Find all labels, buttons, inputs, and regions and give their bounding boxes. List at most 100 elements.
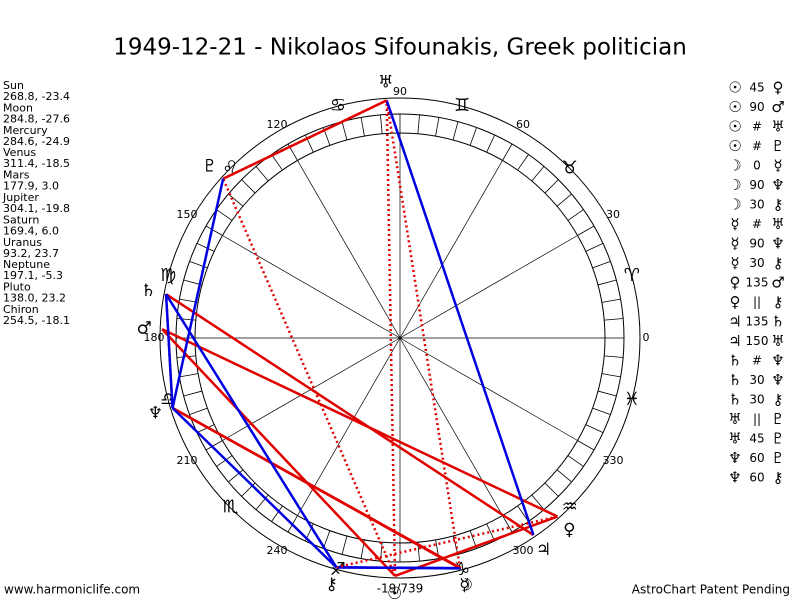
ring-tick — [597, 279, 617, 286]
planet-glyph: ♀ — [563, 520, 575, 540]
aspect-label: # — [752, 354, 762, 368]
degree-label: 30 — [606, 208, 620, 221]
ring-tick — [486, 523, 496, 542]
ring-tick — [585, 242, 604, 252]
ring-tick — [271, 505, 283, 522]
planet-glyph: ☉ — [387, 584, 402, 600]
ring-tick — [241, 179, 256, 194]
sign-glyph: ♒ — [562, 497, 578, 518]
aspect-label: || — [753, 412, 761, 426]
ring-tick — [531, 166, 545, 182]
sign-glyph: ♈ — [624, 265, 640, 286]
sign-glyph: ♉ — [562, 157, 578, 178]
ring-tick — [417, 114, 420, 134]
aspect-to: ♄ — [771, 313, 784, 331]
planet-name: Saturn — [3, 213, 39, 226]
sign-glyph: ♓ — [624, 389, 640, 410]
ring-tick — [517, 154, 529, 171]
ring-tick — [469, 127, 477, 146]
degree-label: 330 — [603, 454, 624, 467]
sign-glyph: ♊ — [454, 95, 470, 116]
aspect-line — [165, 293, 535, 537]
aspect-from: ☽ — [728, 157, 741, 175]
aspect-label: 135 — [746, 315, 769, 329]
ring-tick — [196, 242, 215, 252]
ring-tick — [176, 355, 196, 358]
ring-tick — [577, 440, 595, 451]
aspect-from: ♄ — [728, 371, 741, 389]
planet-glyph: ♃ — [536, 540, 551, 560]
ring-tick — [502, 515, 513, 533]
ring-tick — [360, 117, 365, 137]
planet-name: Venus — [3, 146, 36, 159]
ring-tick — [567, 209, 584, 221]
planet-coords: 93.2, 23.7 — [3, 247, 59, 260]
aspect-from: ☽ — [728, 196, 741, 214]
footer-right: AstroChart Patent Pending — [632, 583, 790, 597]
planet-glyph: ☿ — [459, 576, 469, 596]
ring-tick — [452, 121, 459, 141]
aspect-label: 0 — [753, 159, 761, 173]
planet-name: Neptune — [3, 258, 50, 271]
degree-label: 90 — [393, 85, 407, 98]
ring-tick — [196, 424, 215, 434]
ring-tick — [255, 494, 269, 510]
aspect-from: ☿ — [730, 215, 739, 233]
aspect-label: 135 — [746, 276, 769, 290]
ring-tick — [189, 407, 208, 415]
planet-coords: 197.1, -5.3 — [3, 269, 63, 282]
degree-label: 150 — [176, 208, 197, 221]
spoke — [399, 235, 578, 339]
planet-coords: 304.1, -19.8 — [3, 202, 70, 215]
aspect-from: ♀ — [730, 293, 741, 311]
aspect-to: ⚷ — [773, 254, 784, 272]
ring-tick — [544, 482, 559, 497]
ring-tick — [585, 424, 604, 434]
planet-name: Sun — [3, 79, 24, 92]
ring-tick — [592, 261, 611, 269]
ring-tick — [271, 154, 283, 171]
ring-tick — [486, 134, 496, 153]
planet-coords: 254.5, -18.1 — [3, 314, 70, 327]
aspect-line — [385, 99, 535, 536]
aspect-from: ☉ — [728, 79, 741, 97]
degree-label: 60 — [516, 118, 530, 131]
planet-name: Jupiter — [2, 191, 39, 204]
aspect-line — [171, 178, 225, 409]
ring-tick — [592, 407, 611, 415]
aspect-line — [171, 407, 338, 569]
ring-tick — [597, 390, 617, 397]
aspect-from: ♅ — [728, 410, 741, 428]
ring-tick — [205, 440, 223, 451]
degree-label: 120 — [267, 118, 288, 131]
planet-glyph: ⚷ — [325, 575, 337, 595]
degree-label: 210 — [176, 454, 197, 467]
planet-name: Chiron — [3, 303, 39, 316]
aspect-from: ♆ — [728, 449, 741, 467]
ring-tick — [435, 117, 440, 137]
spoke — [399, 160, 503, 339]
ring-tick — [323, 530, 331, 549]
aspect-label: 60 — [749, 451, 764, 465]
ring-tick — [380, 114, 383, 134]
aspect-label: 60 — [749, 471, 764, 485]
aspect-label: 90 — [749, 100, 764, 114]
aspect-from: ☿ — [730, 254, 739, 272]
sign-glyph: ♑ — [454, 559, 470, 580]
aspect-line — [161, 328, 558, 518]
planet-glyph: ♄ — [141, 281, 156, 301]
ring-tick — [604, 355, 624, 358]
ring-tick — [341, 535, 348, 555]
aspect-from: ♄ — [728, 391, 741, 409]
aspect-from: ☉ — [728, 118, 741, 136]
aspect-to: ♀ — [773, 79, 784, 97]
aspect-line — [164, 294, 174, 409]
planet-coords: 177.9, 3.0 — [3, 180, 59, 193]
aspect-from: ♆ — [728, 469, 741, 487]
ring-tick — [567, 455, 584, 467]
aspect-line — [221, 178, 397, 577]
aspect-label: 45 — [749, 81, 764, 95]
ring-tick — [601, 373, 621, 378]
aspect-label: 30 — [749, 256, 764, 270]
footer-left: www.harmoniclife.com — [4, 583, 140, 597]
